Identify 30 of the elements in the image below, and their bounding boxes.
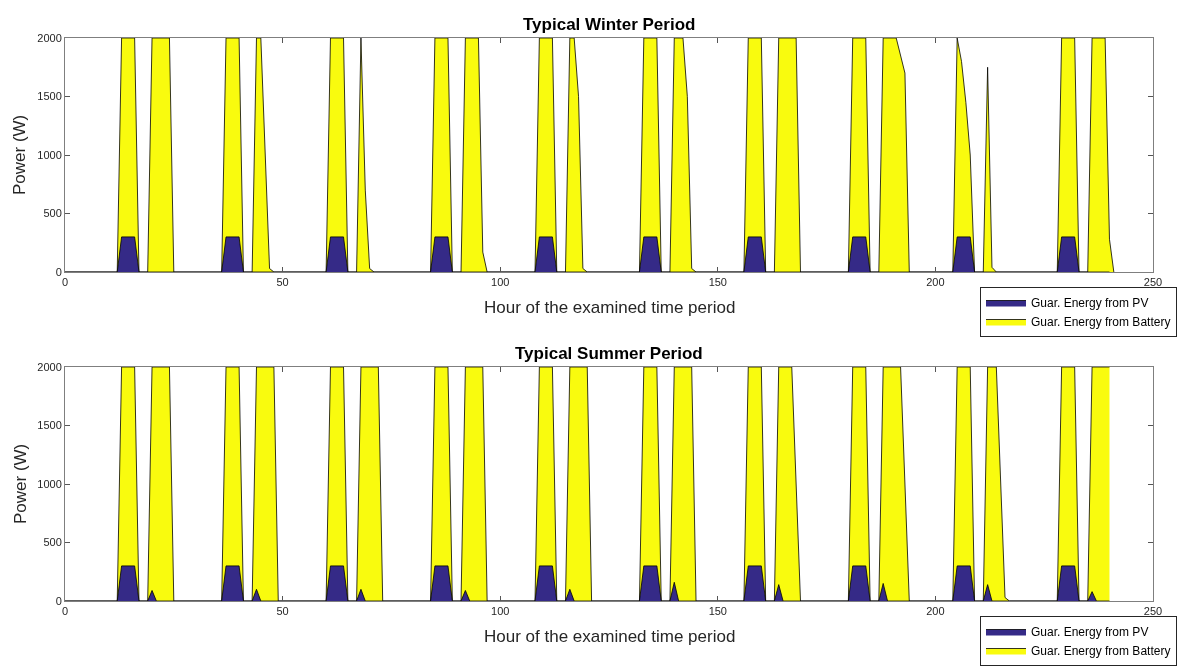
y-tick-label: 500 — [43, 207, 62, 220]
x-axis-title: Hour of the examined time period — [484, 298, 736, 317]
y-tick-label: 0 — [55, 265, 62, 278]
y-tick-label: 1500 — [37, 90, 62, 103]
x-axis-title: Hour of the examined time period — [484, 627, 736, 646]
legend-label: Guar. Energy from PV — [1031, 625, 1149, 640]
y-axis-title: Power (W) — [10, 114, 29, 195]
x-tick-label: 50 — [276, 605, 289, 618]
y-tick-label: 2000 — [37, 360, 62, 373]
y-tick-label: 1000 — [37, 148, 62, 161]
chart-title: Typical Winter Period — [523, 15, 696, 34]
y-tick-label: 1500 — [37, 419, 62, 432]
y-tick-label: 2000 — [37, 31, 62, 44]
x-tick-label: 200 — [926, 605, 945, 618]
x-tick-label: 150 — [708, 605, 727, 618]
y-axis-title: Power (W) — [11, 443, 30, 524]
x-tick-label: 100 — [491, 276, 510, 289]
x-tick-label: 200 — [926, 276, 945, 289]
y-tick-label: 1000 — [37, 477, 62, 490]
x-tick-label: 150 — [708, 276, 727, 289]
y-tick-label: 0 — [55, 594, 62, 607]
x-tick-label: 50 — [276, 276, 289, 289]
x-tick-label: 100 — [491, 605, 510, 618]
x-tick-label: 250 — [1143, 276, 1163, 289]
y-tick-label: 500 — [43, 536, 62, 549]
legend-label: Guar. Energy from Battery — [1031, 644, 1171, 659]
legend-label: Guar. Energy from PV — [1031, 296, 1149, 311]
chart-title: Typical Summer Period — [515, 344, 703, 363]
legend-label: Guar. Energy from Battery — [1031, 315, 1171, 330]
x-tick-label: 250 — [1143, 605, 1163, 618]
